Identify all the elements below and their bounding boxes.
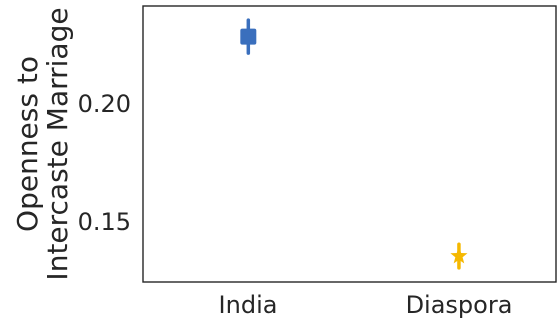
y-axis-title-line-1: Openness to <box>11 56 44 232</box>
y-axis-title: Openness to Intercaste Marriage <box>11 7 74 280</box>
plot-frame <box>142 5 557 283</box>
data-point-diaspora <box>450 247 468 264</box>
x-tick-label-india: India <box>219 291 278 319</box>
y-tick-label-0-20: 0.20 <box>78 90 131 118</box>
y-axis-title-line-2: Intercaste Marriage <box>41 7 74 280</box>
y-tick-label-0-15: 0.15 <box>78 208 131 236</box>
data-point-india <box>240 28 257 45</box>
x-tick-label-diaspora: Diaspora <box>406 291 513 319</box>
data-marks <box>240 18 468 270</box>
